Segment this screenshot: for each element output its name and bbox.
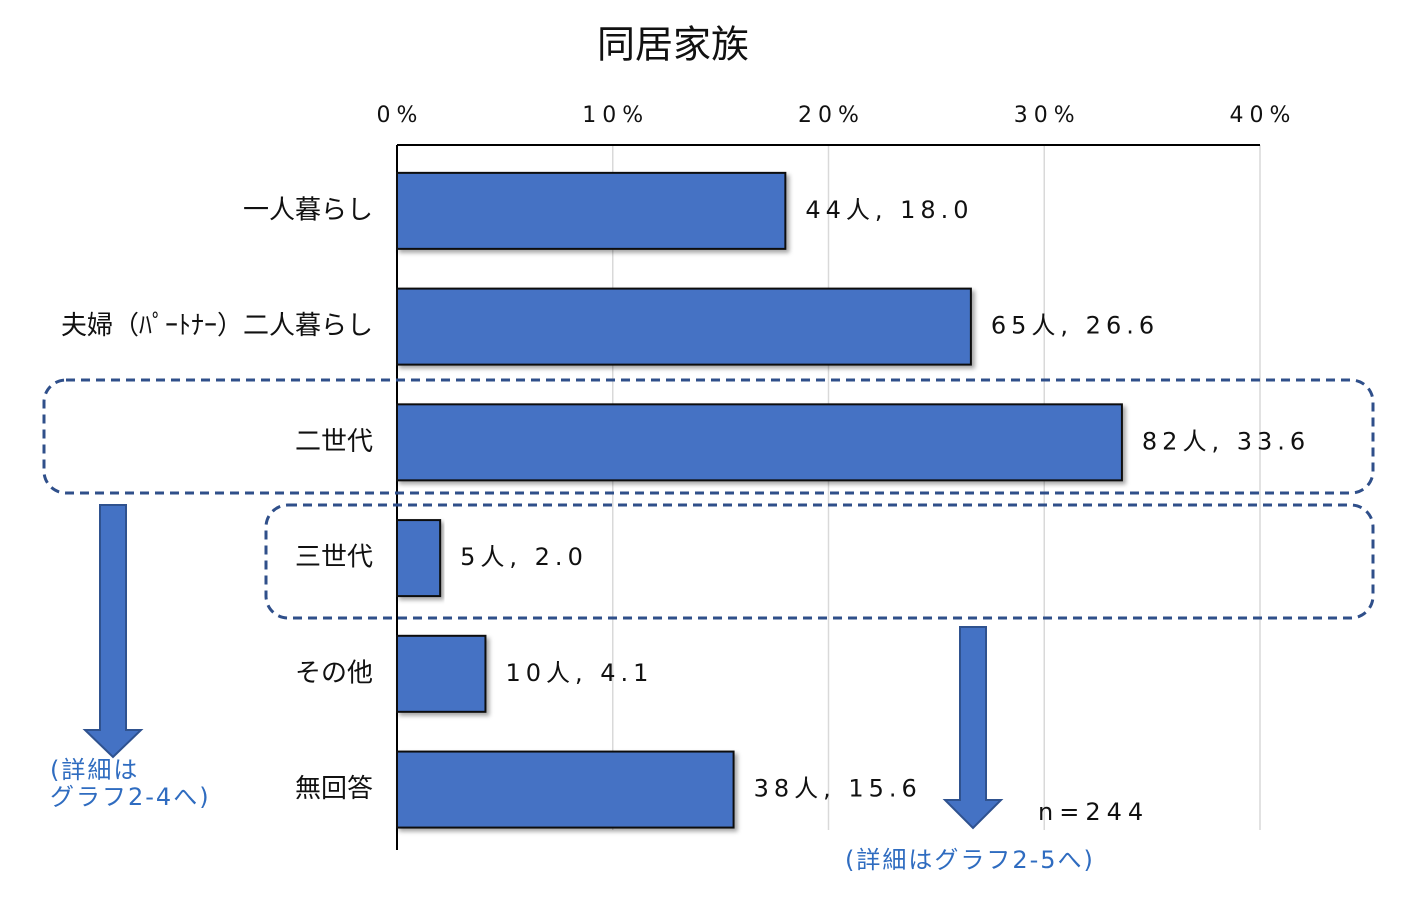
bar (396, 171, 787, 250)
y-tick-label: 夫婦（ﾊﾟｰﾄﾅｰ）二人暮らし (61, 311, 373, 341)
data-label: 10人, 4.1 (505, 659, 653, 687)
bar (396, 287, 972, 366)
bar (396, 519, 442, 598)
data-label: 38人, 15.6 (754, 775, 922, 803)
data-label: 65人, 26.6 (991, 312, 1159, 340)
data-label: 82人, 33.6 (1142, 427, 1310, 455)
x-tick-label: 10% (582, 103, 649, 128)
y-tick-label: 三世代 (295, 543, 373, 573)
annotation: (詳細は (50, 756, 139, 784)
arrow (942, 626, 1004, 830)
y-tick-label: 一人暮らし (243, 195, 373, 225)
bar (396, 634, 487, 713)
highlight-box (264, 503, 1375, 620)
data-label: 5人, 2.0 (460, 543, 588, 571)
x-tick-label: 40% (1230, 103, 1297, 128)
x-tick-label: 30% (1014, 103, 1081, 128)
arrow (82, 504, 144, 759)
data-label: 44人, 18.0 (805, 196, 973, 224)
sample-size: n=244 (1038, 798, 1149, 826)
annotation: (詳細はグラフ2-5へ) (845, 846, 1095, 874)
y-tick-label: 二世代 (295, 427, 373, 457)
highlight-box (42, 378, 1375, 495)
bars (396, 171, 1123, 829)
x-tick-label: 20% (798, 103, 865, 128)
x-tick-label: 0% (377, 103, 424, 128)
grid: 0% 10% 20% 30% 40% (377, 103, 1297, 850)
chart-title: 同居家族 (597, 23, 749, 67)
bar (396, 750, 735, 829)
y-tick-label: その他 (295, 658, 373, 688)
y-tick-label: 無回答 (295, 774, 373, 804)
bar (396, 403, 1123, 482)
annotation: グラフ2-4へ) (50, 783, 211, 811)
